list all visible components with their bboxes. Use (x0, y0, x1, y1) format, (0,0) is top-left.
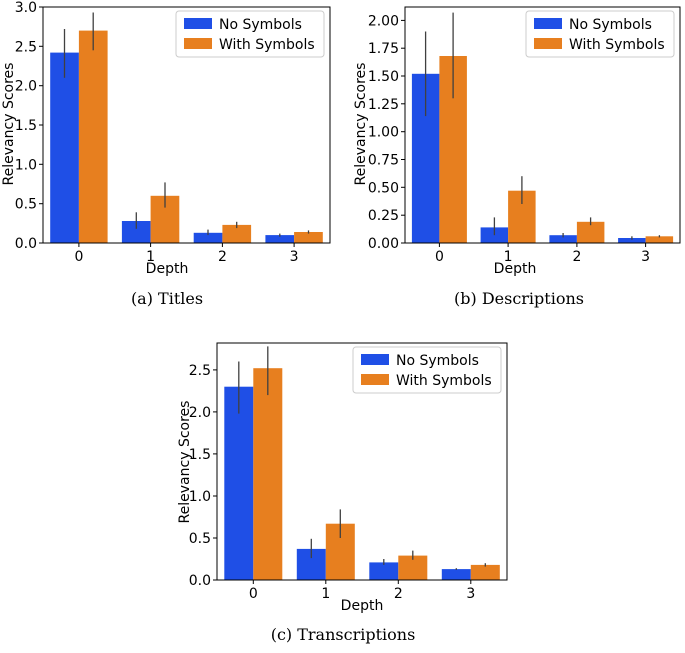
y-tick-label-titles-3: 1.5 (15, 118, 37, 134)
caption-titles: (a) Titles (131, 289, 203, 308)
x-tick-label-descriptions-3: 3 (641, 249, 650, 265)
x-tick-label-transcriptions-2: 2 (394, 586, 403, 602)
legend-label-transcriptions-no-symbols: No Symbols (396, 353, 479, 369)
x-tick-label-transcriptions-3: 3 (466, 586, 475, 602)
bar-transcriptions-no-symbols-3 (441, 569, 471, 580)
y-tick-label-transcriptions-0: 0.0 (189, 573, 211, 589)
bar-titles-with-symbols-0 (78, 30, 108, 243)
legend-label-transcriptions-with-symbols: With Symbols (396, 373, 492, 389)
y-tick-label-descriptions-1: 0.25 (368, 208, 399, 224)
x-tick-label-transcriptions-1: 1 (321, 586, 330, 602)
bar-titles-no-symbols-0 (50, 52, 79, 243)
legend-swatch-titles-with-symbols (184, 38, 212, 49)
legend-swatch-transcriptions-with-symbols (361, 374, 389, 385)
x-tick-label-descriptions-0: 0 (435, 249, 444, 265)
bar-transcriptions-no-symbols-0 (224, 386, 254, 580)
bar-titles-with-symbols-3 (294, 232, 323, 243)
bar-descriptions-no-symbols-3 (618, 238, 646, 243)
legend-descriptions (525, 10, 675, 58)
y-tick-label-titles-4: 2.0 (15, 79, 37, 95)
chart-titles: (a) Titles Depth Relevancy Scores 0.0 0.5… (1, 0, 331, 308)
y-tick-label-descriptions-2: 0.50 (368, 180, 399, 196)
y-tick-label-descriptions-5: 1.25 (368, 97, 399, 113)
y-tick-label-titles-5: 2.5 (15, 39, 37, 55)
x-tick-label-transcriptions-0: 0 (249, 586, 258, 602)
ylabel-descriptions: Relevancy Scores (353, 63, 369, 186)
axes-frame-descriptions (404, 6, 681, 244)
y-tick-label-descriptions-3: 0.75 (368, 153, 399, 169)
xlabel-transcriptions: Depth (341, 598, 384, 614)
y-tick-label-transcriptions-3: 1.5 (189, 447, 211, 463)
xlabel-titles: Depth (146, 261, 189, 277)
bar-descriptions-no-symbols-2 (549, 235, 577, 243)
y-tick-label-titles-6: 3.0 (15, 0, 37, 16)
x-tick-label-titles-0: 0 (74, 249, 83, 265)
y-tick-label-transcriptions-2: 1.0 (189, 489, 211, 505)
bar-transcriptions-no-symbols-2 (369, 562, 399, 580)
y-tick-label-descriptions-0: 0.00 (368, 236, 399, 252)
legend-transcriptions (352, 346, 502, 394)
x-tick-label-titles-3: 3 (290, 249, 299, 265)
legend-label-descriptions-no-symbols: No Symbols (569, 17, 652, 33)
x-tick-label-descriptions-2: 2 (572, 249, 581, 265)
y-tick-label-descriptions-4: 1.00 (368, 125, 399, 141)
chart-transcriptions: (c) Transcriptions Depth Relevancy Score… (177, 342, 508, 644)
legend-swatch-descriptions-no-symbols (534, 18, 562, 29)
x-tick-label-titles-1: 1 (146, 249, 155, 265)
bar-transcriptions-with-symbols-0 (253, 368, 283, 580)
y-tick-label-transcriptions-1: 0.5 (189, 531, 211, 547)
chart-descriptions: (b) Descriptions Depth Relevancy Scores … (353, 6, 681, 308)
y-tick-label-titles-0: 0.0 (15, 236, 37, 252)
caption-descriptions: (b) Descriptions (454, 289, 584, 308)
ylabel-transcriptions: Relevancy Scores (177, 401, 193, 524)
axes-frame-transcriptions (216, 342, 508, 581)
legend-titles (175, 10, 325, 58)
legend-label-titles-with-symbols: With Symbols (219, 37, 315, 53)
y-tick-label-titles-2: 1.0 (15, 157, 37, 173)
y-tick-label-transcriptions-5: 2.5 (189, 363, 211, 379)
bar-titles-with-symbols-2 (222, 224, 252, 243)
legend-label-descriptions-with-symbols: With Symbols (569, 37, 665, 53)
caption-transcriptions: (c) Transcriptions (271, 625, 416, 644)
x-tick-label-titles-2: 2 (218, 249, 227, 265)
y-tick-label-descriptions-6: 1.50 (368, 69, 399, 85)
y-tick-label-descriptions-8: 2.00 (368, 13, 399, 29)
y-tick-label-transcriptions-4: 2.0 (189, 405, 211, 421)
legend-swatch-transcriptions-no-symbols (361, 354, 389, 365)
bar-titles-no-symbols-3 (265, 235, 295, 243)
bar-titles-no-symbols-2 (193, 232, 223, 243)
bar-transcriptions-with-symbols-3 (470, 564, 500, 580)
legend-label-titles-no-symbols: No Symbols (219, 17, 302, 33)
x-tick-label-descriptions-1: 1 (504, 249, 513, 265)
legend-swatch-titles-no-symbols (184, 18, 212, 29)
y-tick-label-titles-1: 0.5 (15, 197, 37, 213)
xlabel-descriptions: Depth (494, 261, 537, 277)
bar-titles-no-symbols-1 (121, 221, 151, 243)
y-tick-label-descriptions-7: 1.75 (368, 41, 399, 57)
bar-descriptions-with-symbols-3 (645, 236, 674, 243)
ylabel-titles: Relevancy Scores (1, 63, 17, 186)
legend-swatch-descriptions-with-symbols (534, 38, 562, 49)
bar-descriptions-with-symbols-2 (576, 221, 605, 243)
